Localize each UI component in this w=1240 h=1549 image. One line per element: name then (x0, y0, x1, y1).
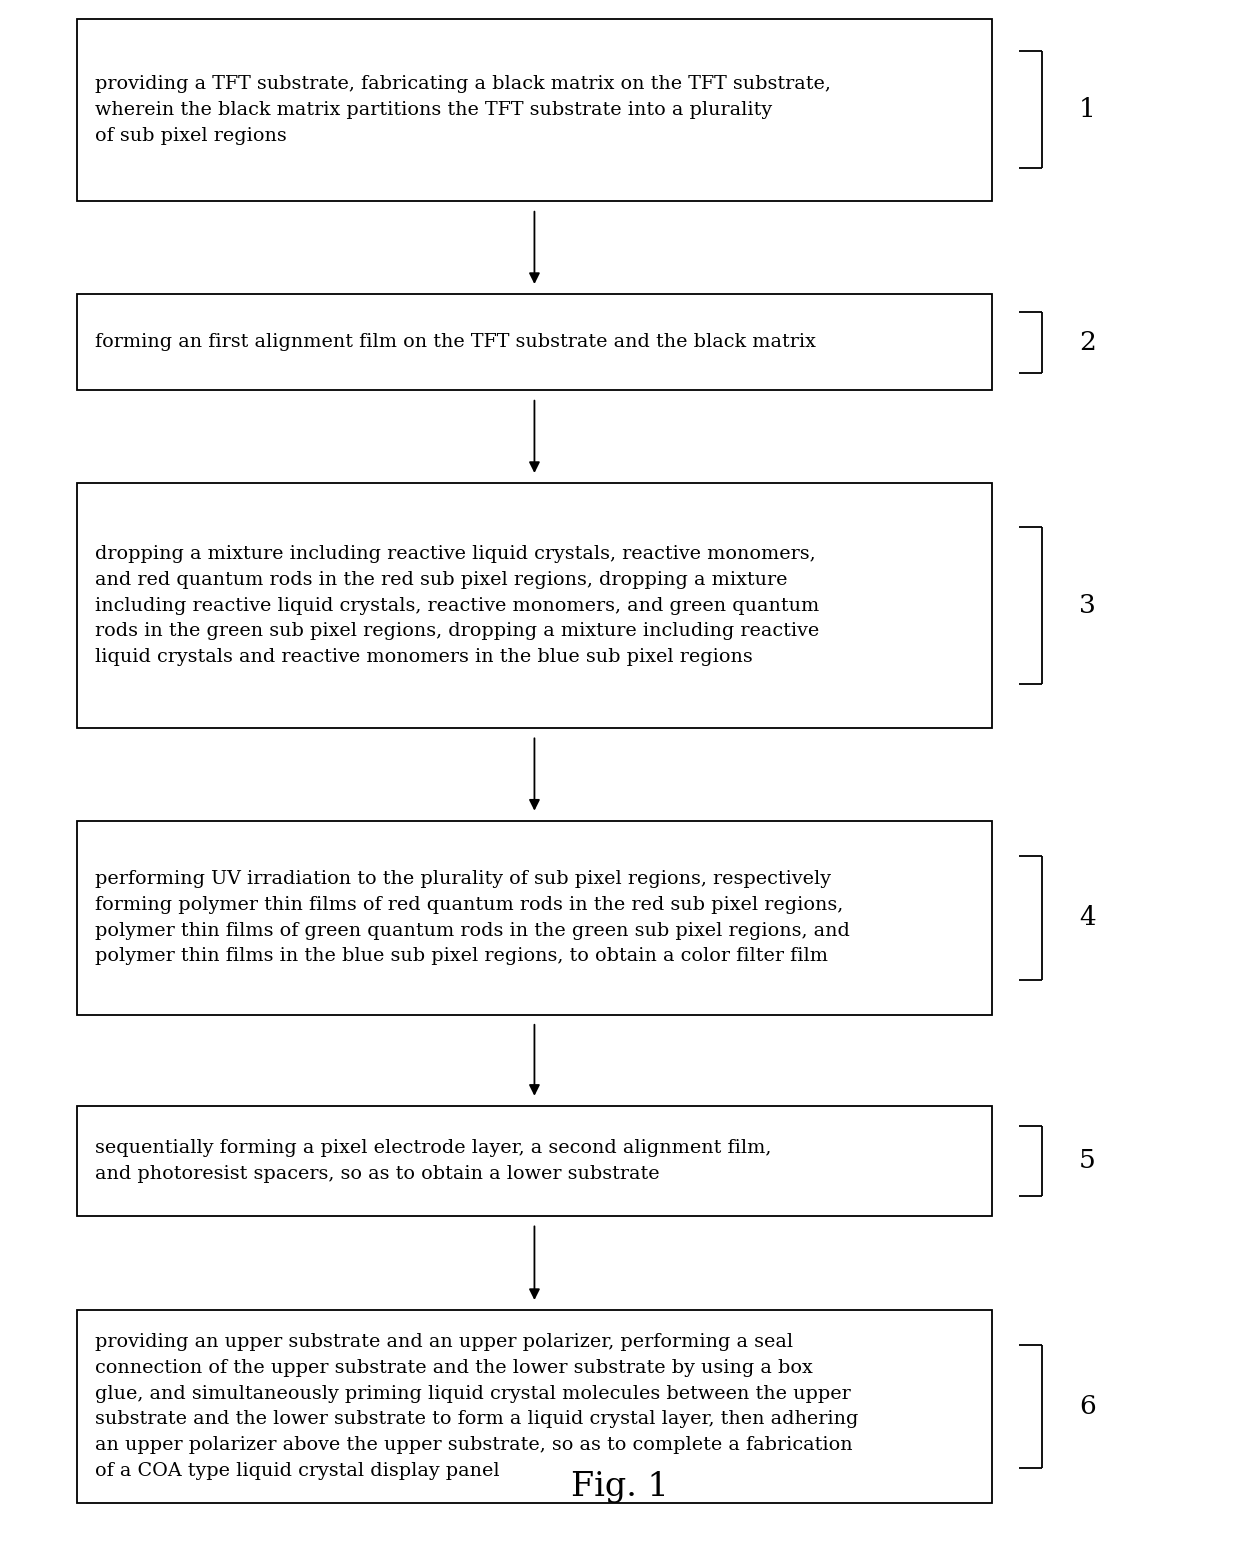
Text: providing a TFT substrate, fabricating a black matrix on the TFT substrate,
wher: providing a TFT substrate, fabricating a… (95, 76, 831, 144)
Text: providing an upper substrate and an upper polarizer, performing a seal
connectio: providing an upper substrate and an uppe… (95, 1334, 859, 1479)
Text: 6: 6 (1079, 1394, 1096, 1419)
Text: forming an first alignment film on the TFT substrate and the black matrix: forming an first alignment film on the T… (95, 333, 816, 352)
Bar (77, 1106, 992, 1216)
Text: performing UV irradiation to the plurality of sub pixel regions, respectively
fo: performing UV irradiation to the plurali… (95, 871, 851, 965)
Text: dropping a mixture including reactive liquid crystals, reactive monomers,
and re: dropping a mixture including reactive li… (95, 545, 820, 666)
Text: Fig. 1: Fig. 1 (572, 1472, 668, 1503)
Text: 4: 4 (1079, 905, 1096, 931)
Bar (77, 19, 992, 201)
Text: 2: 2 (1079, 330, 1096, 355)
Text: sequentially forming a pixel electrode layer, a second alignment film,
and photo: sequentially forming a pixel electrode l… (95, 1139, 771, 1183)
Bar (77, 1310, 992, 1503)
Text: 3: 3 (1079, 593, 1096, 618)
Text: 5: 5 (1079, 1148, 1096, 1174)
Text: 1: 1 (1079, 98, 1096, 122)
Bar (77, 821, 992, 1015)
Bar (77, 294, 992, 390)
Bar (77, 483, 992, 728)
